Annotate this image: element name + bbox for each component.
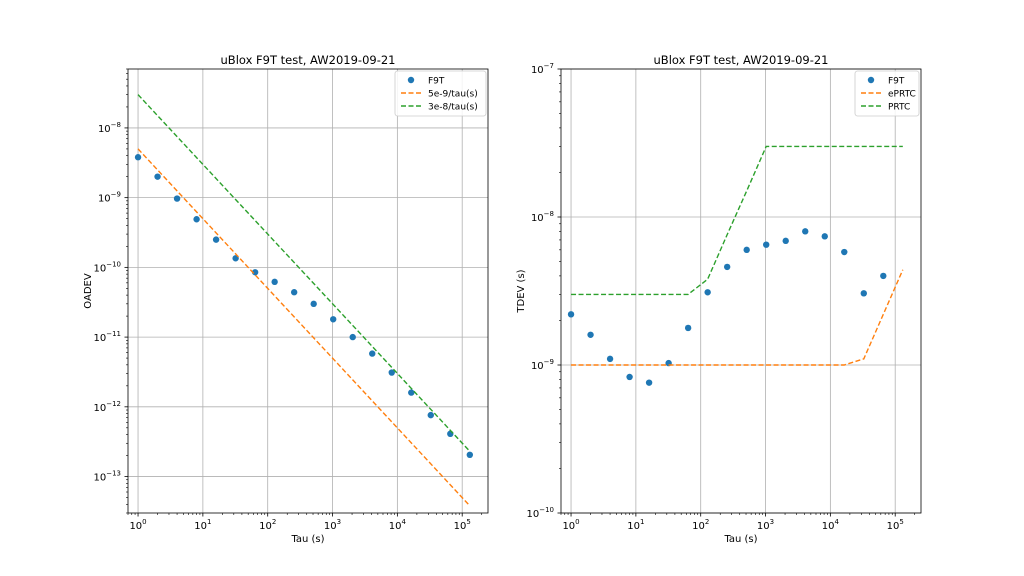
series-line-5e-9-tau-s (137, 148, 471, 507)
data-point-f9t (212, 236, 220, 243)
series-line-3e-8-tau-s (137, 94, 471, 452)
data-point-f9t (860, 290, 867, 297)
legend-label: ePRTC (888, 90, 916, 100)
x-tick-label: 103 (324, 518, 341, 532)
x-tick-label: 100 (129, 518, 146, 532)
chart-oadev-xlabel: Tau (s) (290, 534, 324, 545)
data-point-f9t (408, 389, 415, 396)
data-point-f9t (349, 333, 356, 341)
legend-marker (867, 76, 875, 84)
series-line-prtc (571, 145, 903, 296)
data-point-f9t (626, 373, 633, 381)
legend-label: F9T (428, 77, 445, 87)
x-tick-label: 104 (822, 518, 840, 532)
data-point-f9t (782, 237, 789, 245)
data-point-f9t (704, 289, 711, 296)
x-tick-label: 105 (454, 518, 471, 532)
y-tick-label: 10−9 (531, 358, 554, 372)
data-point-f9t (821, 233, 828, 240)
data-point-f9t (841, 248, 848, 256)
chart-oadev: uBlox F9T test, AW2019-09-21 100 101 102 10… (83, 53, 489, 545)
data-point-f9t (684, 324, 692, 332)
data-point-f9t (154, 173, 161, 180)
legend-marker (407, 76, 415, 84)
y-tick-label: 10−9 (98, 191, 121, 205)
data-point-f9t (427, 411, 434, 419)
data-point-f9t (743, 246, 750, 254)
y-tick-label: 10−7 (531, 62, 554, 76)
chart-tdev-series (567, 145, 904, 386)
legend-label: 3e-8/tau(s) (428, 103, 478, 113)
data-point-f9t (173, 195, 181, 202)
x-tick-label: 101 (627, 518, 644, 532)
x-tick-label: 105 (887, 518, 904, 532)
chart-oadev-legend: F9T 5e-9/tau(s) 3e-8/tau(s) (394, 70, 487, 117)
y-tick-label: 10−8 (531, 210, 554, 224)
x-tick-label: 103 (757, 518, 774, 532)
x-tick-label: 102 (259, 518, 276, 532)
data-point-f9t (587, 331, 594, 338)
chart-tdev-ylabel: TDEV (s) (516, 269, 527, 313)
chart-oadev-title: uBlox F9T test, AW2019-09-21 (221, 53, 396, 67)
legend-label: F9T (888, 77, 905, 87)
chart-tdev-title: uBlox F9T test, AW2019-09-21 (654, 53, 829, 67)
chart-tdev-ticks: 100 101 102 103 104 105 10−10 10−9 10−8 10−7 (526, 62, 916, 532)
data-point-f9t (134, 154, 142, 161)
data-point-f9t (310, 300, 317, 308)
y-tick-label: 10−13 (93, 470, 121, 484)
data-point-f9t (232, 255, 239, 262)
data-point-f9t (645, 379, 653, 386)
chart-tdev: uBlox F9T test, AW2019-09-21 100 101 102 10… (516, 53, 922, 545)
chart-oadev-series (134, 94, 474, 507)
chart-oadev-frame (127, 68, 489, 514)
y-tick-label: 10−10 (93, 260, 121, 274)
data-point-f9t (606, 355, 614, 363)
data-point-f9t (802, 228, 809, 235)
data-point-f9t (369, 350, 376, 357)
data-point-f9t (290, 289, 298, 296)
data-point-f9t (880, 272, 887, 280)
x-tick-label: 104 (389, 518, 407, 532)
data-point-f9t (193, 216, 200, 223)
data-point-f9t (567, 311, 575, 318)
chart-tdev-frame (560, 68, 922, 514)
data-point-f9t (251, 269, 259, 276)
series-line-eprtc (571, 269, 904, 366)
data-point-f9t (330, 316, 337, 323)
chart-tdev-legend: F9T ePRTC PRTC (854, 70, 920, 117)
legend-box (394, 70, 487, 117)
x-tick-label: 100 (562, 518, 579, 532)
chart-oadev-ticks: 100 101 102 103 104 105 10−13 10−12 10−11 10−10 10… (93, 68, 483, 532)
chart-oadev-ylabel: OADEV (83, 273, 94, 309)
legend-label: 5e-9/tau(s) (428, 90, 478, 100)
x-tick-label: 102 (692, 518, 709, 532)
y-tick-label: 10−12 (93, 400, 121, 414)
data-point-f9t (723, 263, 731, 271)
data-point-f9t (763, 241, 770, 248)
chart-tdev-xlabel: Tau (s) (723, 534, 757, 545)
x-tick-label: 101 (194, 518, 211, 532)
y-tick-label: 10−11 (93, 330, 121, 344)
y-tick-label: 10−10 (526, 506, 554, 520)
data-point-f9t (466, 451, 474, 459)
data-point-f9t (388, 369, 395, 376)
data-point-f9t (271, 278, 278, 286)
y-tick-label: 10−8 (98, 121, 121, 135)
data-point-f9t (447, 430, 454, 438)
chart-oadev-grid (128, 69, 488, 513)
legend-label: PRTC (888, 103, 910, 113)
